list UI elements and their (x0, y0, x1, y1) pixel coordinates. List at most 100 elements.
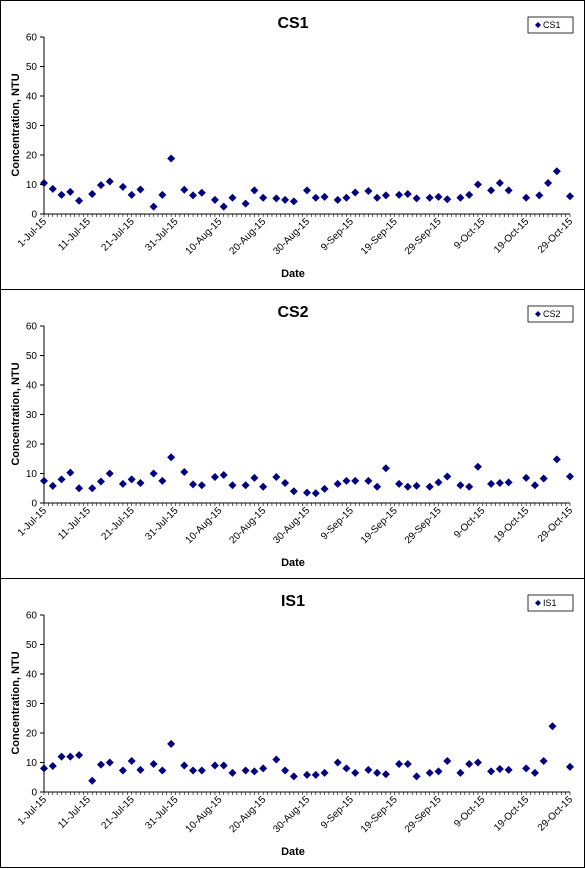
data-point (395, 479, 404, 488)
x-tick-label: 9-Oct-15 (452, 505, 488, 541)
data-point (456, 193, 465, 202)
data-point (403, 759, 412, 768)
data-point (57, 190, 66, 199)
x-tick-label: 9-Sep-15 (319, 505, 356, 542)
data-point (373, 482, 382, 491)
x-axis-label: Date (281, 557, 305, 569)
data-point (105, 758, 114, 767)
data-point (118, 479, 127, 488)
data-point (566, 762, 574, 771)
y-tick-label: 50 (26, 351, 38, 362)
y-tick-label: 10 (26, 180, 38, 191)
data-point (136, 185, 145, 194)
data-point (88, 776, 97, 785)
data-point (289, 197, 298, 206)
x-tick-label: 20-Aug-15 (227, 794, 268, 835)
data-point (259, 193, 268, 202)
data-point (412, 772, 421, 781)
data-point (189, 191, 198, 200)
data-point (241, 766, 250, 775)
y-tick-label: 40 (26, 670, 38, 681)
data-point (381, 770, 390, 779)
x-tick-label: 21-Jul-15 (100, 794, 138, 832)
data-point (522, 473, 531, 482)
x-tick-label: 20-Aug-15 (227, 216, 268, 257)
x-tick-label: 9-Oct-15 (452, 216, 488, 252)
data-point (311, 489, 320, 498)
y-tick-label: 60 (26, 33, 38, 44)
data-point (180, 761, 189, 770)
data-point (272, 473, 281, 482)
data-point (303, 186, 311, 195)
x-tick-label: 19-Oct-15 (492, 216, 532, 256)
data-point (342, 764, 351, 773)
y-tick-label: 50 (26, 62, 38, 73)
x-tick-label: 1-Jul-15 (16, 216, 50, 250)
data-point (48, 481, 57, 490)
y-tick-label: 20 (26, 151, 38, 162)
data-point (210, 195, 219, 204)
data-point (552, 167, 561, 176)
data-point (443, 195, 452, 204)
data-point (530, 481, 539, 490)
data-point (66, 752, 75, 761)
legend-marker (535, 22, 541, 28)
x-tick-label: 29-Sep-15 (403, 794, 444, 835)
data-point (566, 192, 574, 201)
x-tick-label: 30-Aug-15 (271, 505, 312, 546)
data-point (149, 469, 158, 478)
data-point (48, 762, 57, 771)
data-point (495, 478, 504, 487)
x-tick-label: 29-Sep-15 (403, 216, 444, 257)
data-point (504, 478, 513, 487)
chart-panel-cs2: CS2 0 10 20 30 40 50 60 1-Jul-15 11-Jul-15 21-Jul-… (0, 289, 585, 579)
data-point (40, 476, 48, 485)
data-point (127, 475, 136, 484)
data-point (303, 770, 311, 779)
y-axis-label: Concentration, NTU (10, 362, 22, 465)
data-point (412, 194, 421, 203)
x-tick-label: 29-Oct-15 (536, 505, 576, 545)
data-point (189, 480, 198, 489)
y-axis-label: Concentration, NTU (10, 73, 22, 176)
legend: CS2 (527, 305, 574, 323)
data-point (281, 478, 290, 487)
data-point (289, 772, 298, 781)
legend-box (527, 305, 574, 323)
legend-label: IS1 (543, 598, 557, 608)
data-point (473, 462, 482, 471)
data-point (425, 768, 434, 777)
y-tick-label: 30 (26, 410, 38, 421)
data-point (333, 195, 342, 204)
data-point (75, 196, 84, 205)
data-point (259, 764, 268, 773)
chart-cs1: CS1 0 10 20 30 40 50 60 1-Jul-15 11-Jul-15 21-Jul-… (10, 15, 575, 280)
x-tick-label: 11-Jul-15 (56, 505, 93, 542)
data-point (250, 186, 259, 195)
data-point (158, 766, 167, 775)
data-point (539, 474, 548, 483)
data-point (465, 759, 474, 768)
data-point (456, 768, 465, 777)
data-point (57, 475, 66, 484)
data-point (530, 768, 539, 777)
data-point (412, 481, 421, 490)
data-point (403, 482, 412, 491)
x-tick-label: 1-Jul-15 (16, 505, 50, 539)
data-point (127, 190, 136, 199)
data-point (351, 476, 360, 485)
data-point (373, 768, 382, 777)
data-point (118, 182, 127, 191)
data-point (228, 481, 237, 490)
y-tick-label: 30 (26, 121, 38, 132)
x-tick-label: 19-Oct-15 (492, 505, 532, 545)
x-tick-label: 19-Sep-15 (359, 505, 400, 546)
data-point (250, 473, 259, 482)
data-point (342, 193, 351, 202)
x-tick-label: 19-Sep-15 (359, 794, 400, 835)
data-point (241, 199, 250, 208)
x-tick-label: 19-Oct-15 (492, 794, 532, 834)
data-point (434, 192, 443, 201)
legend-marker (535, 600, 541, 606)
data-point (311, 770, 320, 779)
